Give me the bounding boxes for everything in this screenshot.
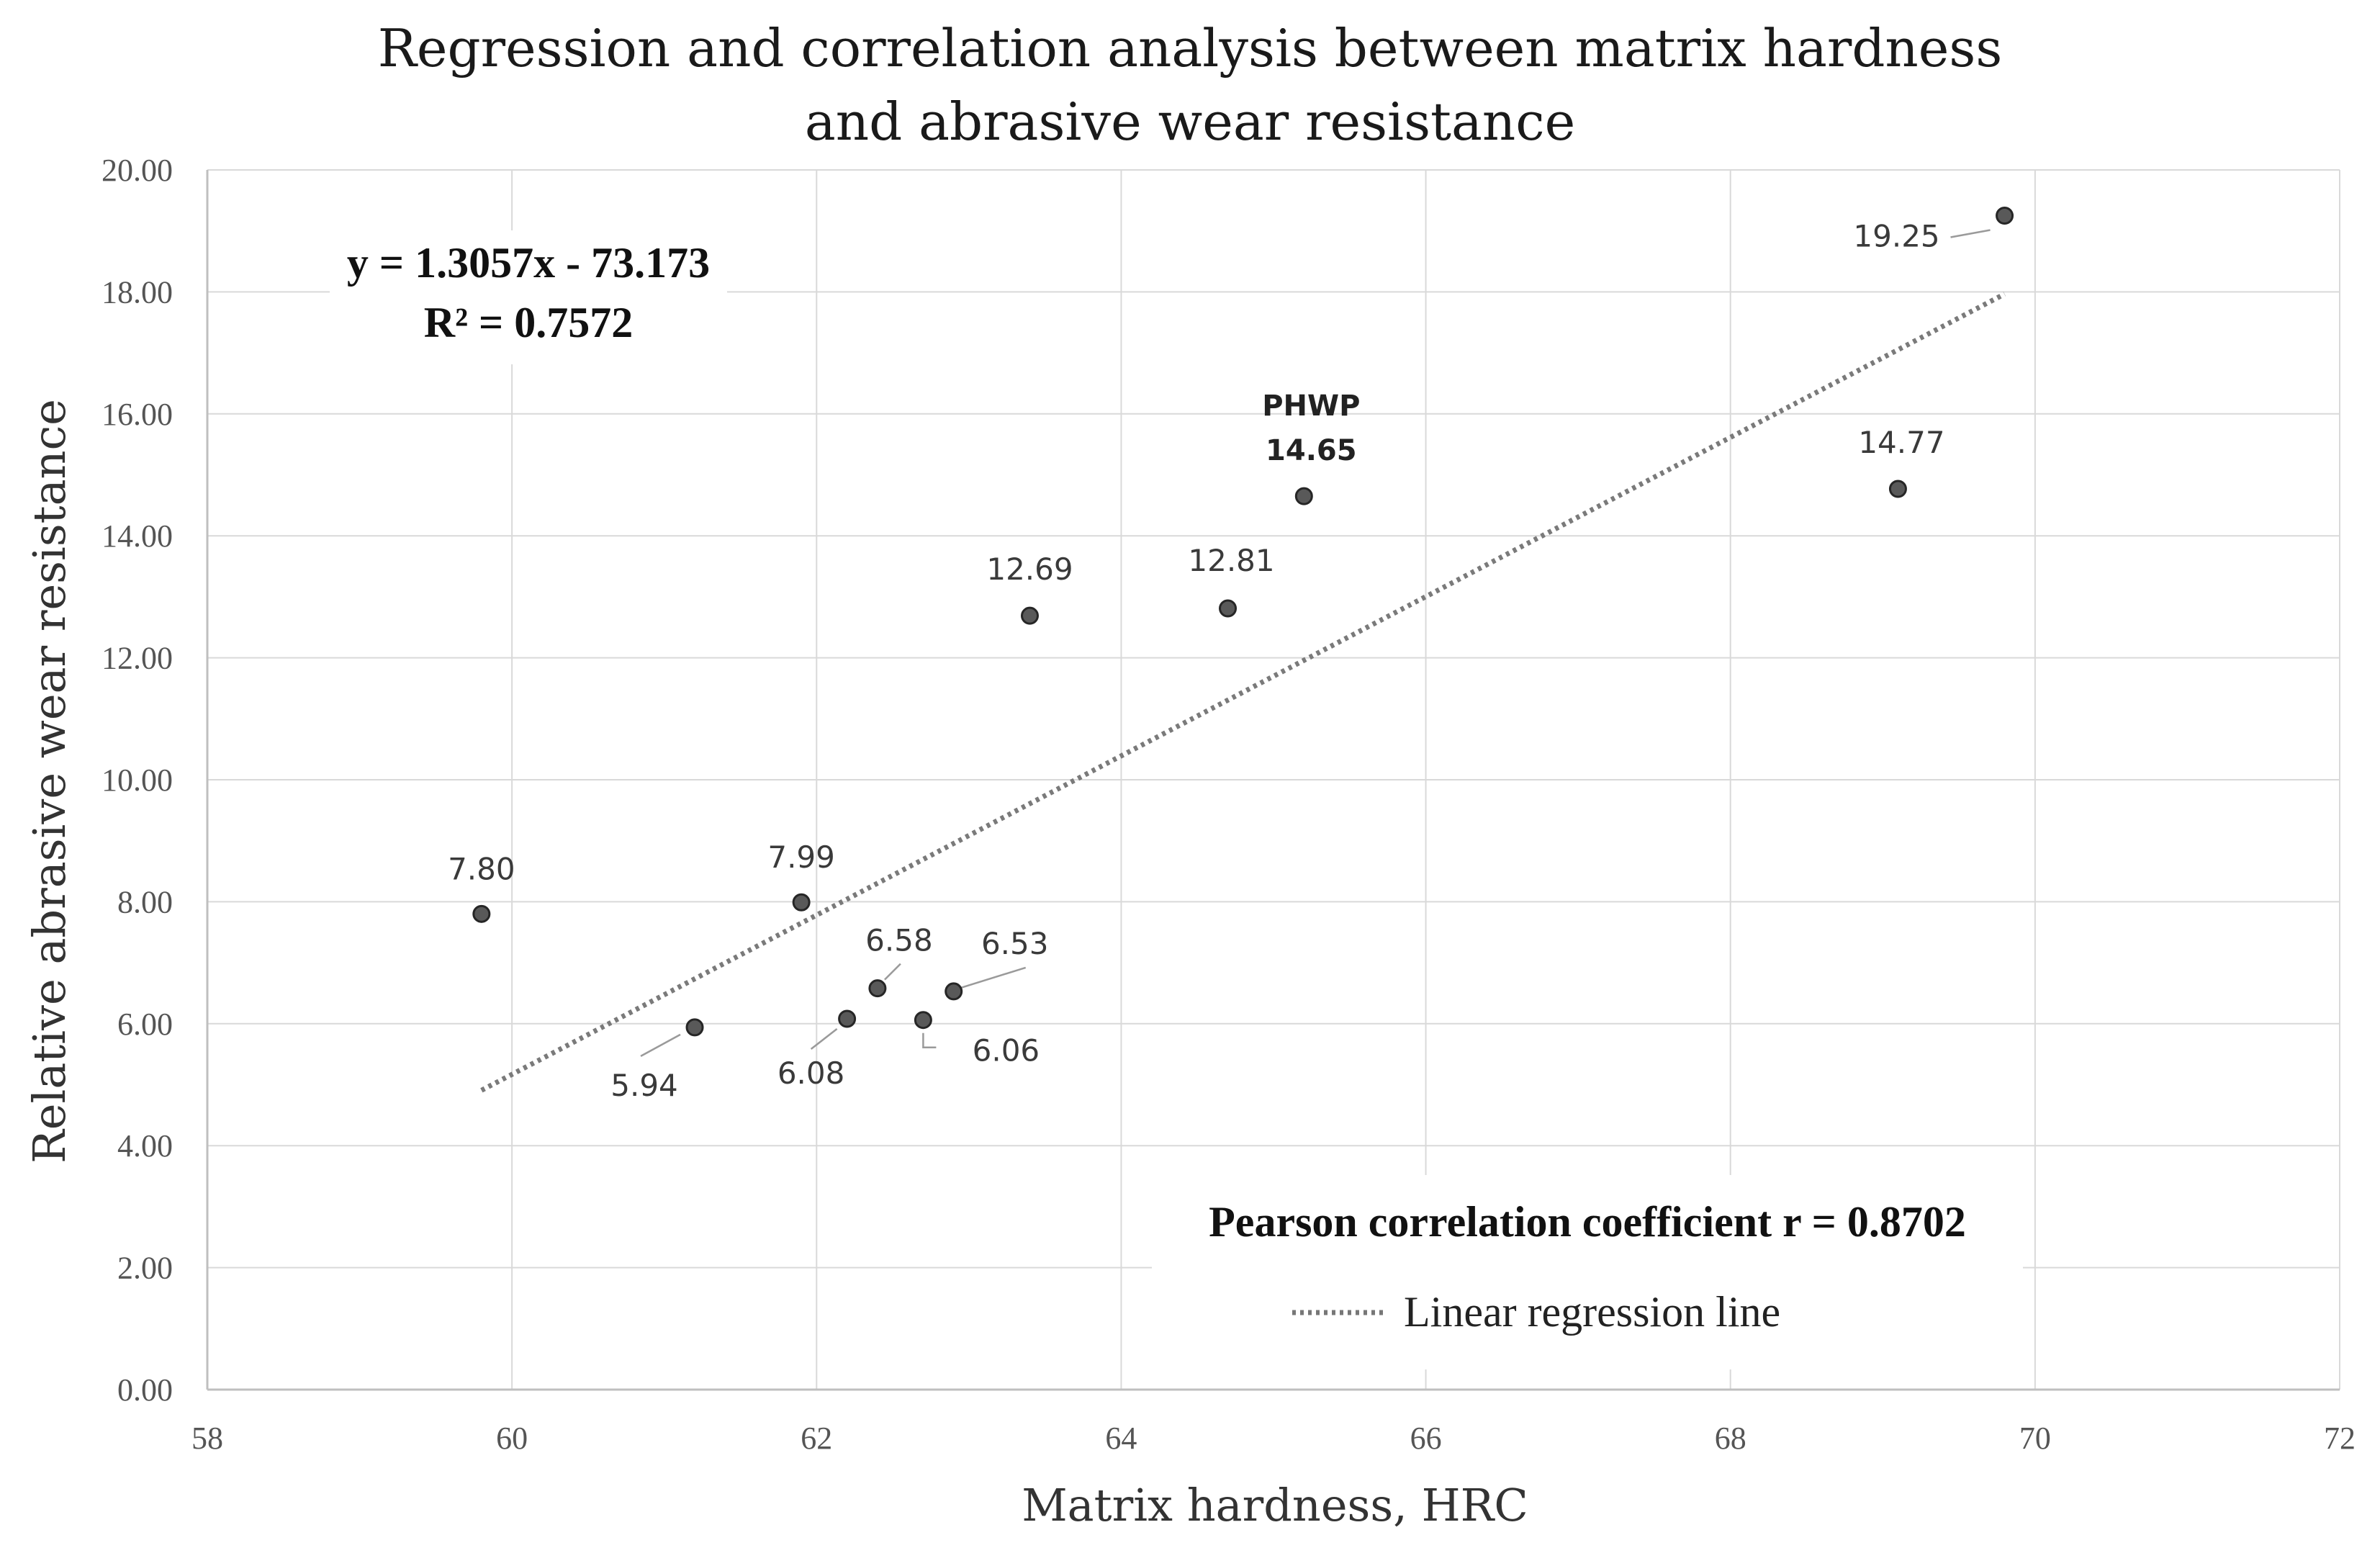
x-tick-label: 64 — [1105, 1421, 1137, 1456]
y-tick-label: 4.00 — [117, 1128, 173, 1164]
data-point — [1996, 207, 2014, 225]
data-point — [945, 982, 963, 1001]
y-tick-label: 6.00 — [117, 1007, 173, 1042]
y-tick-label: 12.00 — [102, 641, 173, 676]
data-label: 7.80 — [448, 851, 515, 886]
data-point — [914, 1011, 932, 1030]
data-label: 14.65 — [1266, 434, 1357, 467]
legend-box-bg — [1152, 1175, 2023, 1369]
y-tick-label: 18.00 — [102, 274, 173, 310]
data-label: 12.69 — [986, 552, 1073, 587]
y-tick-label: 14.00 — [102, 518, 173, 554]
data-points — [472, 207, 2014, 1037]
x-tick-label: 60 — [496, 1421, 528, 1456]
trendline-layer — [480, 292, 2006, 1093]
tick-labels: 58 60 62 64 66 68 70 72 0.00 2.00 4.00 6.00 8.00 10.0… — [102, 153, 2356, 1456]
x-tick-label: 58 — [191, 1421, 223, 1456]
r-squared: R² = 0.7572 — [424, 299, 634, 346]
regression-equation: y = 1.3057x - 73.173 — [347, 239, 710, 287]
y-tick-label: 0.00 — [117, 1372, 173, 1408]
y-tick-label: 20.00 — [102, 153, 173, 188]
pearson-coefficient: Pearson correlation coefficient r = 0.87… — [1209, 1198, 1966, 1246]
x-tick-label: 62 — [801, 1421, 832, 1456]
grid — [207, 169, 2340, 1390]
chart-title-line-1: Regression and correlation analysis betw… — [378, 18, 2003, 78]
data-label: 6.06 — [973, 1033, 1040, 1068]
data-point — [1219, 599, 1238, 618]
data-label: 14.77 — [1858, 425, 1944, 460]
leader-line — [810, 1028, 838, 1050]
x-tick-label: 72 — [2324, 1421, 2356, 1456]
x-tick-label: 70 — [2019, 1421, 2051, 1456]
x-axis-title: Matrix hardness, HRC — [1022, 1479, 1528, 1531]
x-tick-label: 68 — [1715, 1421, 1746, 1456]
leader-line — [1950, 229, 1991, 238]
leader-line — [640, 1033, 681, 1057]
data-point — [472, 904, 491, 923]
x-tick-label: 66 — [1410, 1421, 1442, 1456]
regression-line — [480, 292, 2006, 1093]
leader-line — [922, 1032, 937, 1048]
axes — [206, 170, 2340, 1391]
data-point — [838, 1009, 857, 1028]
data-label: 6.08 — [777, 1056, 845, 1091]
data-label: 12.81 — [1188, 543, 1274, 578]
data-point — [868, 979, 887, 998]
data-series-name: PHWP — [1262, 390, 1360, 423]
data-point — [685, 1018, 704, 1037]
equation-box-bg — [330, 230, 727, 364]
data-label: 19.25 — [1853, 219, 1939, 254]
leader-line — [884, 963, 901, 981]
data-labels: 7.80 5.94 7.99 6.08 6.58 6.06 6.53 12.69 12.81 14… — [448, 219, 1991, 1103]
data-label: 6.53 — [981, 926, 1049, 961]
y-tick-label: 10.00 — [102, 762, 173, 798]
data-point — [1020, 606, 1039, 625]
y-tick-label: 8.00 — [117, 884, 173, 919]
data-label: 6.58 — [865, 923, 933, 958]
y-tick-label: 2.00 — [117, 1251, 173, 1286]
data-label: 7.99 — [767, 840, 835, 875]
data-point — [1294, 487, 1313, 505]
y-axis-title: Relative abrasive wear resistance — [23, 399, 76, 1164]
leader-line — [960, 966, 1027, 989]
data-point — [792, 893, 811, 912]
legend-label: Linear regression line — [1404, 1288, 1780, 1336]
chart-title-line-2: and abrasive wear resistance — [805, 91, 1575, 152]
data-point — [1888, 480, 1907, 498]
data-label: 5.94 — [610, 1068, 678, 1103]
y-tick-label: 16.00 — [102, 397, 173, 432]
